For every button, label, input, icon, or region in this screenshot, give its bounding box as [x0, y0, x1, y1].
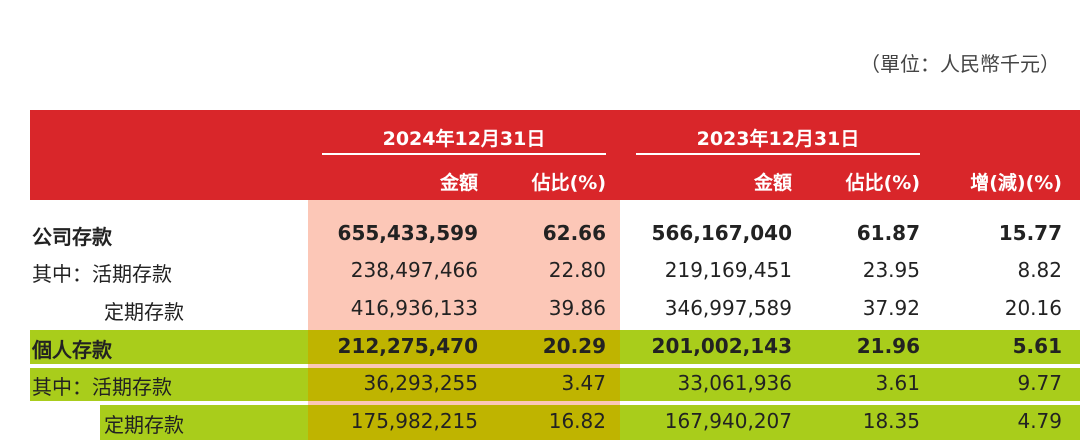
cell-value: 3.61	[875, 371, 920, 395]
cell-value: 61.87	[856, 221, 920, 245]
cell-value: 62.66	[542, 221, 606, 245]
row-label: 其中：活期存款	[32, 375, 172, 399]
cell-value: 219,169,451	[664, 258, 792, 282]
overlap-highlight	[308, 405, 620, 440]
cell-value: 175,982,215	[350, 409, 478, 433]
column-header: 佔比(%)	[531, 172, 606, 194]
column-header: 佔比(%)	[845, 172, 920, 194]
cell-value: 18.35	[862, 409, 920, 433]
column-header: 金額	[439, 172, 478, 194]
cell-value: 16.82	[548, 409, 606, 433]
cell-value: 201,002,143	[651, 334, 792, 358]
row-label: 公司存款	[32, 225, 112, 249]
cell-value: 238,497,466	[350, 258, 478, 282]
overlap-highlight	[308, 368, 620, 401]
row-label: 其中：活期存款	[32, 262, 172, 286]
group-underline	[322, 153, 606, 155]
column-header: 增(減)(%)	[970, 172, 1062, 194]
cell-value: 20.16	[1004, 296, 1062, 320]
row-label: 定期存款	[104, 300, 184, 324]
cell-value: 36,293,255	[363, 371, 478, 395]
cell-value: 212,275,470	[337, 334, 478, 358]
overlap-highlight	[308, 330, 620, 364]
cell-value: 346,997,589	[664, 296, 792, 320]
group-header: 2024年12月31日	[382, 128, 546, 150]
header-band	[30, 110, 1080, 200]
cell-value: 9.77	[1017, 371, 1062, 395]
cell-value: 3.47	[561, 371, 606, 395]
cell-value: 5.61	[1012, 334, 1062, 358]
cell-value: 33,061,936	[677, 371, 792, 395]
cell-value: 655,433,599	[337, 221, 478, 245]
group-header: 2023年12月31日	[696, 128, 860, 150]
cell-value: 416,936,133	[350, 296, 478, 320]
row-label: 定期存款	[104, 413, 184, 437]
cell-value: 39.86	[548, 296, 606, 320]
cell-value: 21.96	[856, 334, 920, 358]
cell-value: 20.29	[542, 334, 606, 358]
cell-value: 22.80	[548, 258, 606, 282]
unit-note: （單位：人民幣千元）	[860, 52, 1060, 76]
row-label: 個人存款	[32, 338, 112, 362]
cell-value: 15.77	[998, 221, 1062, 245]
cell-value: 566,167,040	[651, 221, 792, 245]
cell-value: 37.92	[862, 296, 920, 320]
column-header: 金額	[753, 172, 792, 194]
cell-value: 23.95	[862, 258, 920, 282]
cell-value: 8.82	[1017, 258, 1062, 282]
group-underline	[636, 153, 920, 155]
cell-value: 167,940,207	[664, 409, 792, 433]
cell-value: 4.79	[1017, 409, 1062, 433]
